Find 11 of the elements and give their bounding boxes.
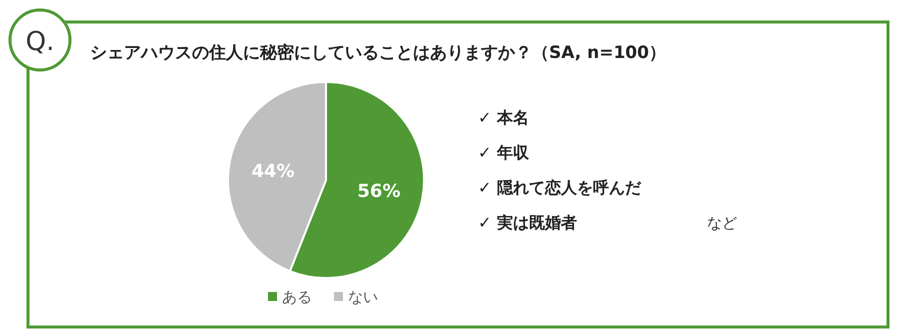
text: ✓ 隠れて恋人を呼んだ bbox=[478, 178, 642, 197]
chart-title: シェアハウスの住人に秘密にしていることはありますか？（SA, n=100） bbox=[90, 43, 666, 63]
text: ✓ 年収 bbox=[478, 143, 530, 162]
text: ✓ 本名 bbox=[478, 108, 529, 127]
data-label: 44% bbox=[252, 160, 295, 182]
text: ✓ 実は既婚者 bbox=[478, 213, 577, 232]
legend-label: ない bbox=[348, 288, 378, 306]
data-label: 56% bbox=[357, 181, 400, 202]
text: など bbox=[707, 214, 737, 232]
text: Q. bbox=[26, 27, 54, 57]
legend-label: ある bbox=[282, 288, 312, 306]
